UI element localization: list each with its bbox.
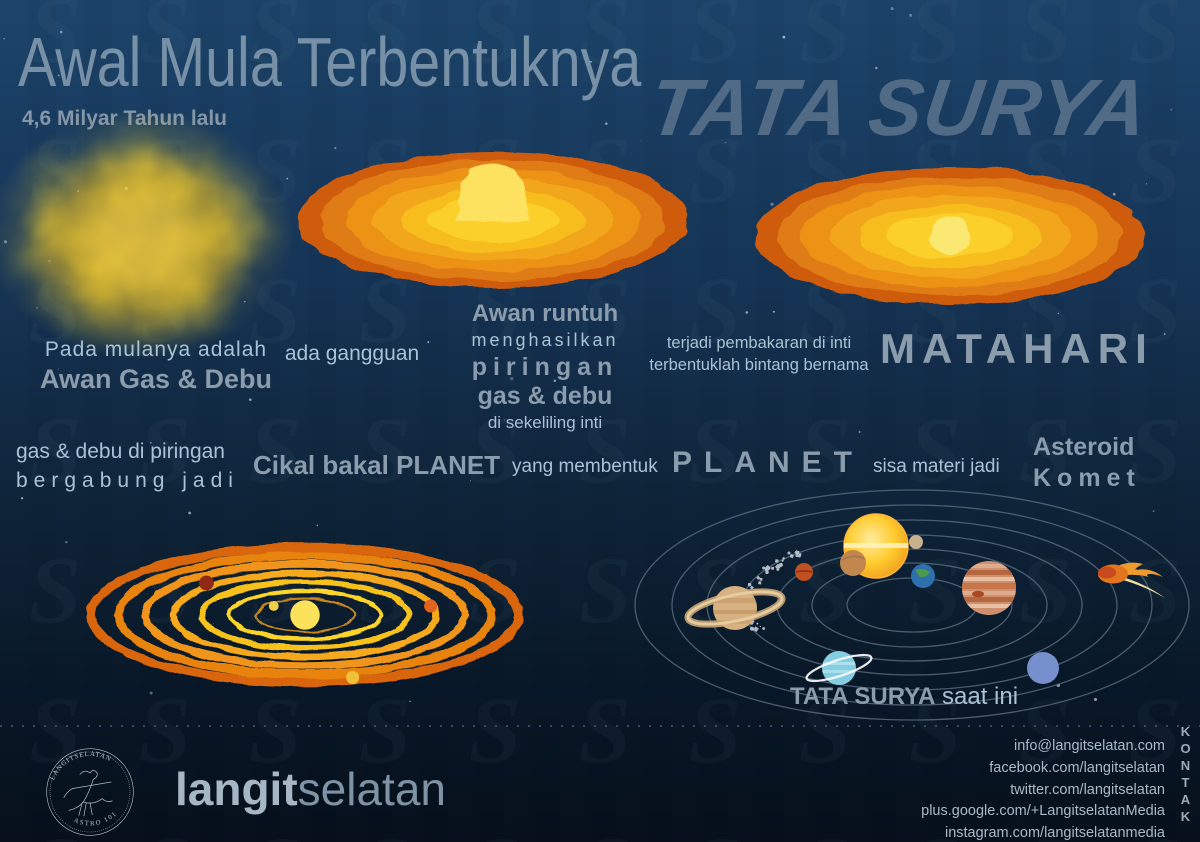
svg-text:LANGITSELATAN: LANGITSELATAN [48,750,113,781]
